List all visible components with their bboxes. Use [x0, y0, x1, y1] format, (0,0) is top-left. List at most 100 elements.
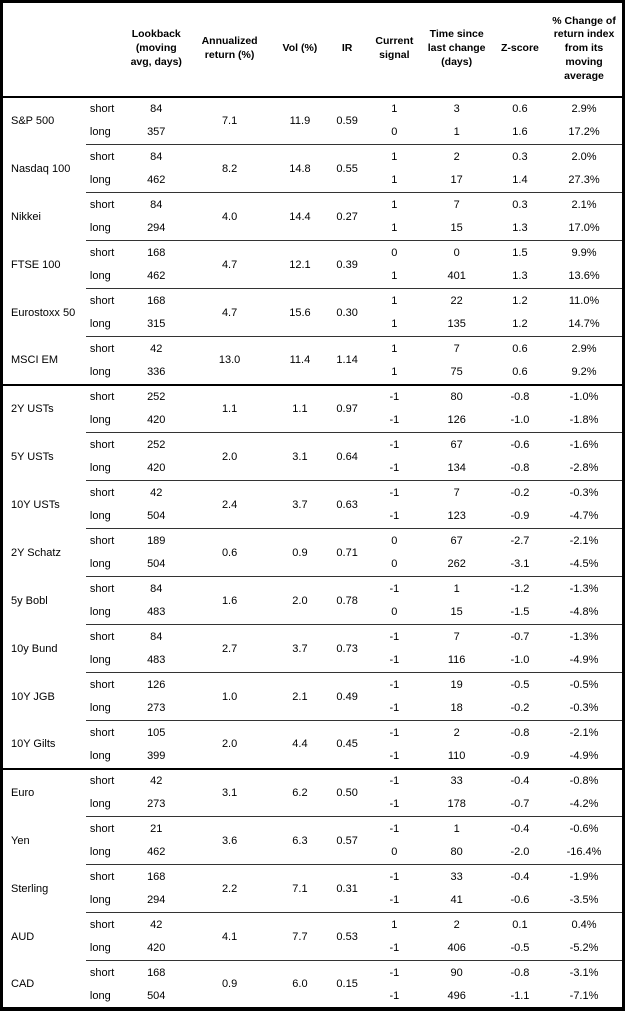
instrument-name: 10Y Gilts: [11, 738, 56, 750]
leg-label-long: long: [89, 366, 111, 378]
leg-label-long: long: [89, 462, 111, 475]
vol-value: 6.2: [274, 767, 326, 817]
leg-label-long: long: [89, 894, 111, 907]
signal-value: -1: [369, 432, 420, 457]
pct-change-value: -2.1%: [546, 528, 624, 553]
lookback-value: 168: [128, 288, 185, 313]
instrument-name: S&P 500: [11, 115, 55, 127]
annualized-return-value: 0.9: [184, 960, 275, 1009]
z-score-value: -0.2: [493, 480, 547, 505]
vol-value: 7.7: [274, 912, 326, 961]
time-since-value: 406: [447, 942, 466, 955]
z-score-value: 1.2: [493, 288, 547, 313]
pct-change-value: -4.5%: [569, 558, 599, 571]
z-score-value: -0.9: [510, 510, 530, 523]
ir-value: 1.14: [325, 336, 370, 385]
ir-value: 0.27: [325, 192, 370, 241]
instrument-row-long: long 462 0 80 -2.0 -16.4%: [2, 841, 624, 865]
lookback-value: 252: [128, 383, 185, 409]
signal-value: -1: [369, 624, 420, 649]
vol-value: 2.0: [274, 576, 326, 625]
pct-change-value: 0.4%: [546, 912, 624, 937]
instrument-name: 10Y JGB: [11, 690, 55, 703]
signal-value: 0: [391, 846, 398, 859]
vol-value: 11.4: [274, 336, 326, 385]
lookback-value: 420: [147, 942, 166, 955]
z-score-value: -0.7: [510, 798, 530, 811]
leg-label-short: short: [85, 192, 129, 217]
leg-label-short: short: [89, 103, 115, 115]
lookback-value: 462: [147, 270, 166, 283]
ir-value: 0.50: [325, 767, 370, 817]
lookback-value: 189: [128, 528, 185, 553]
signal-value: -1: [389, 510, 400, 523]
signal-value: -1: [369, 816, 420, 841]
signal-value: 1: [369, 288, 420, 313]
time-since-value: 401: [447, 270, 466, 283]
instrument-row-short: MSCI EM short 42 13.0 11.4 1.14 1 7 0.6 2.9%: [2, 336, 624, 385]
instrument-row-long: long 504 0 262 -3.1 -4.5%: [2, 553, 624, 577]
vol-value: 6.3: [274, 816, 326, 865]
instrument-row-short: Euro short 42 3.1 6.2 0.50 -1 33 -0.4 -0.8%: [1, 767, 624, 817]
instrument-name: MSCI EM: [11, 354, 59, 366]
annualized-return-value: 1.0: [184, 672, 275, 721]
pct-change-value: -5.2%: [569, 942, 599, 955]
vol-value: 0.9: [274, 528, 326, 577]
signal-value: 0: [391, 606, 398, 619]
lookback-value: 399: [147, 750, 166, 762]
leg-label-short: short: [85, 383, 129, 409]
instrument-row-short: CAD short 168 0.9 6.0 0.15 -1 90 -0.8 -3.1%: [2, 960, 624, 1009]
ir-value: 0.78: [325, 576, 370, 625]
leg-label-long: long: [89, 846, 111, 859]
instrument-name: CAD: [11, 977, 35, 990]
signal-value: -1: [369, 576, 420, 601]
time-since-value: 33: [419, 767, 494, 793]
z-score-value: 1.6: [512, 126, 528, 139]
leg-label-long: long: [89, 702, 111, 715]
z-score-value: -3.1: [510, 558, 530, 571]
instrument-row-long: long 483 -1 116 -1.0 -4.9%: [2, 649, 624, 673]
time-since-value: 496: [447, 989, 466, 1002]
instrument-row-long: long 399 -1 110 -0.9 -4.9%: [2, 745, 624, 769]
z-score-value: 0.1: [493, 912, 547, 937]
instrument-row-long: long 420 -1 126 -1.0 -1.8%: [2, 409, 624, 433]
lookback-value: 420: [147, 414, 166, 427]
vol-value: 7.1: [274, 864, 326, 913]
pct-change-value: -1.8%: [569, 414, 599, 427]
vol-value: 15.6: [274, 288, 326, 337]
leg-label-short: short: [85, 480, 129, 505]
signal-value: 1: [391, 366, 398, 378]
pct-change-value: -4.2%: [569, 798, 599, 811]
z-score-value: 1.4: [512, 174, 528, 187]
instrument-name: 2Y Schatz: [11, 546, 61, 559]
lookback-value: 483: [147, 654, 166, 667]
leg-label-long: long: [89, 989, 111, 1002]
pct-change-value: -3.1%: [546, 960, 624, 985]
time-since-value: 15: [450, 222, 463, 235]
ir-value: 0.73: [325, 624, 370, 673]
instrument-name: Eurostoxx 50: [11, 306, 76, 319]
z-score-value: -0.7: [493, 624, 547, 649]
leg-label-long: long: [89, 174, 111, 187]
annualized-return-value: 4.0: [184, 192, 275, 241]
signal-value: -1: [389, 750, 400, 762]
z-score-value: -2.7: [493, 528, 547, 553]
time-since-value: 134: [447, 462, 466, 475]
z-score-value: -0.6: [493, 432, 547, 457]
instrument-name: 10y Bund: [11, 642, 58, 655]
lookback-value: 336: [147, 366, 166, 378]
pct-change-value: 17.2%: [568, 126, 600, 139]
ir-value: 0.45: [325, 720, 370, 769]
annualized-return-value: 1.1: [184, 383, 275, 433]
instrument-row-short: 10Y Gilts short 105 2.0 4.4 0.45 -1 2 -0.8 -2.1%: [2, 720, 624, 769]
time-since-value: 2: [419, 144, 494, 169]
leg-label-short: short: [85, 240, 129, 265]
annualized-return-value: 2.7: [184, 624, 275, 673]
pct-change-column-header: % Change of return index from its moving…: [546, 1, 624, 98]
signal-value: 0: [369, 240, 420, 265]
time-since-column-header: Time since last change (days): [419, 1, 494, 98]
ir-value: 0.39: [325, 240, 370, 289]
vol-value: 6.0: [274, 960, 326, 1009]
z-score-value: 0.6: [493, 336, 547, 361]
